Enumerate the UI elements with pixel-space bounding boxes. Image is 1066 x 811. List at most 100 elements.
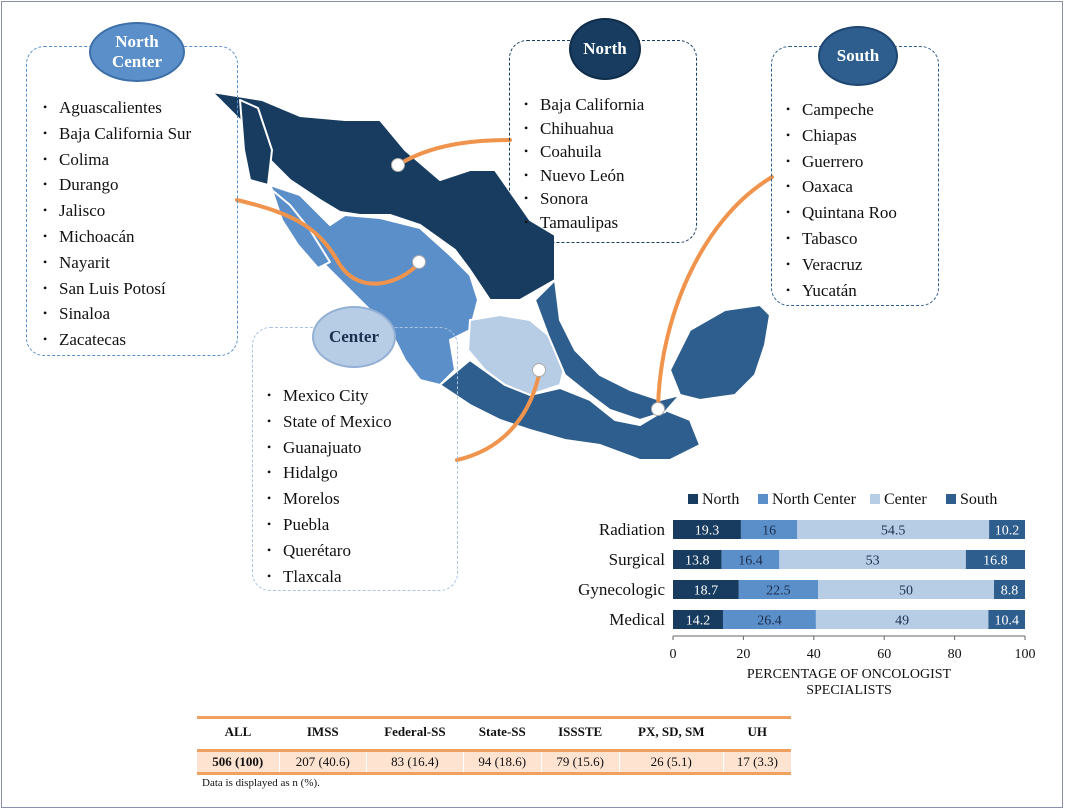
north-center-state-list: Aguascalientes Baja California Sur Colim… [43, 95, 191, 353]
north-state-list: Baja California Chihuahua Coahuila Nuevo… [524, 93, 644, 235]
data-label: 10.2 [995, 524, 1020, 539]
data-label: 50 [899, 584, 913, 599]
table-cell: 17 (3.3) [722, 750, 791, 775]
state-item: Querétaro [267, 538, 392, 564]
bar-segment [673, 580, 739, 599]
bar-segment [965, 550, 1025, 569]
chart-svg: North North Center Center South Radiation 19.… [578, 491, 1036, 698]
x-tick-label: 60 [877, 647, 891, 662]
table-cell: 83 (16.4) [366, 750, 464, 775]
state-item: Chiapas [786, 123, 897, 149]
table-note: Data is displayed as n (%). [202, 777, 320, 789]
state-item: Puebla [267, 512, 392, 538]
state-item: San Luis Potosí [43, 276, 191, 302]
data-label: 8.8 [1001, 584, 1019, 599]
bar-segment [673, 550, 722, 569]
bar-segment [994, 580, 1025, 599]
data-label: 22.5 [766, 584, 791, 599]
south-title: South [836, 46, 880, 65]
state-item: Jalisco [43, 198, 191, 224]
data-label: 16.4 [738, 554, 763, 569]
legend-label: North Center [772, 491, 857, 508]
state-item: State of Mexico [267, 409, 392, 435]
bar-segment [673, 520, 741, 539]
state-item: Sonora [524, 187, 644, 211]
north-center-box: Aguascalientes Baja California Sur Colim… [26, 46, 238, 356]
state-item: Sinaloa [43, 301, 191, 327]
state-item: Michoacán [43, 224, 191, 250]
map-region-gulf [534, 279, 681, 421]
bar-segment [818, 580, 995, 599]
state-item: Zacatecas [43, 327, 191, 353]
anchor-dot-south [651, 402, 665, 416]
table-header-cell: IMSS [279, 716, 367, 752]
state-item: Nayarit [43, 250, 191, 276]
state-item: Tlaxcala [267, 564, 392, 590]
state-item: Baja California [524, 93, 644, 117]
state-item: Durango [43, 172, 191, 198]
table-header-cell: ALL [197, 716, 279, 752]
x-tick-label: 100 [1015, 647, 1036, 662]
center-box: Mexico City State of Mexico Guanajuato H… [252, 327, 458, 591]
state-item: Quintana Roo [786, 200, 897, 226]
anchor-dot-center [532, 363, 546, 377]
specialists-bar-chart: North North Center Center South Radiation 19.… [560, 488, 1060, 703]
state-item: Colima [43, 147, 191, 173]
data-label: 16 [762, 524, 776, 539]
state-item: Campeche [786, 97, 897, 123]
legend-swatch [946, 494, 956, 504]
state-item: Morelos [267, 486, 392, 512]
south-box: Campeche Chiapas Guerrero Oaxaca Quintan… [771, 46, 939, 306]
state-item: Guerrero [786, 149, 897, 175]
south-state-list: Campeche Chiapas Guerrero Oaxaca Quintan… [786, 97, 897, 303]
north-badge: North [569, 18, 641, 80]
category-label: Radiation [599, 520, 666, 539]
state-item: Mexico City [267, 383, 392, 409]
connector-south [656, 175, 774, 410]
north-center-badge: North Center [89, 22, 185, 82]
data-label: 10.4 [994, 614, 1019, 629]
table-cell: 26 (5.1) [618, 750, 724, 775]
state-item: Tabasco [786, 226, 897, 252]
bar-segment [797, 520, 990, 539]
x-tick-label: 40 [807, 647, 821, 662]
connector-north-center [235, 198, 422, 286]
legend-swatch [688, 494, 698, 504]
bar-segment [721, 550, 780, 569]
x-axis-title-line: SPECIALISTS [806, 683, 892, 698]
state-item: Aguascalientes [43, 95, 191, 121]
map-region-north [211, 91, 556, 301]
legend-swatch [758, 494, 768, 504]
table-header-cell: Federal-SS [366, 716, 464, 752]
legend-label: South [960, 491, 997, 508]
data-label: 14.2 [686, 614, 711, 629]
bar-segment [673, 610, 723, 629]
state-item: Guanajuato [267, 435, 392, 461]
table-header-cell: State-SS [463, 716, 542, 752]
state-item: Coahuila [524, 140, 644, 164]
table-cell: 506 (100) [197, 750, 279, 775]
data-label: 16.8 [983, 554, 1008, 569]
bar-segment [722, 610, 816, 629]
table-cell: 94 (18.6) [462, 750, 542, 775]
table-header-cell: UH [723, 716, 791, 752]
map-region-south-west [439, 359, 701, 461]
state-item: Baja California Sur [43, 121, 191, 147]
map-region-baja-south [271, 189, 331, 269]
bar-segment [740, 520, 798, 539]
x-tick-label: 0 [670, 647, 677, 662]
x-tick-label: 80 [948, 647, 962, 662]
category-label: Medical [609, 610, 665, 629]
institution-table-grid: ALL IMSS Federal-SS State-SS ISSSTE PX, … [197, 716, 791, 775]
data-label: 53 [866, 554, 880, 569]
legend-label: Center [884, 491, 927, 508]
map-region-baja-north [239, 99, 273, 186]
state-item: Veracruz [786, 252, 897, 278]
table-cell: 207 (40.6) [278, 750, 367, 775]
north-box: Baja California Chihuahua Coahuila Nuevo… [509, 40, 697, 243]
map-region-yucatan [669, 304, 771, 401]
data-label: 54.5 [881, 524, 906, 539]
table-header-row: ALL IMSS Federal-SS State-SS ISSSTE PX, … [197, 716, 791, 752]
legend-swatch [870, 494, 880, 504]
data-label: 13.8 [685, 554, 710, 569]
